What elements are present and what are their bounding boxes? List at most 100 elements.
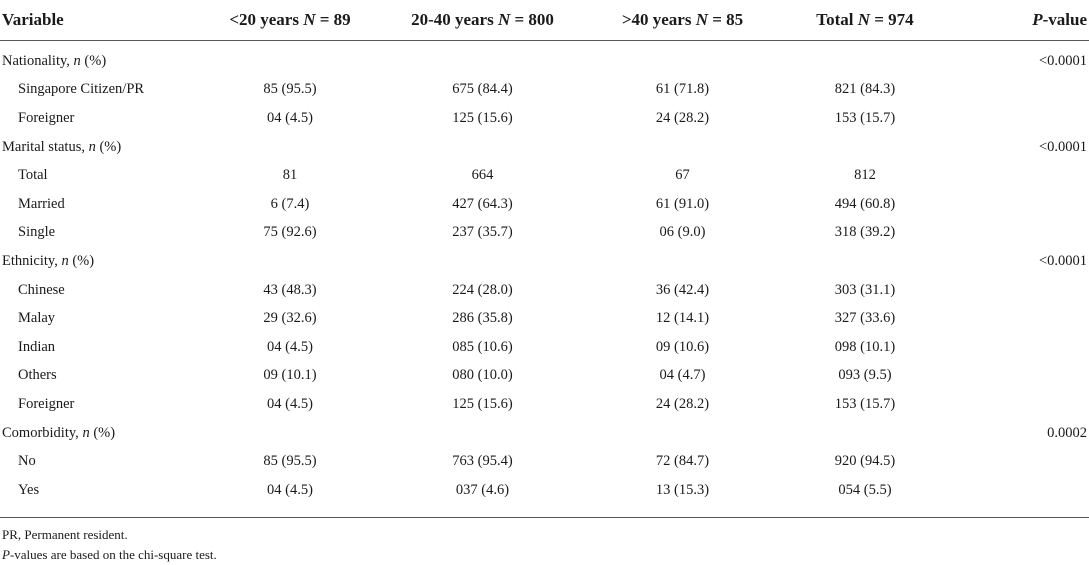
cell-total: 054 (5.5) — [838, 481, 892, 498]
section-label-text: Nationality, — [2, 52, 74, 69]
data-table-container: Variable <20 years N = 89 20-40 years N … — [0, 0, 1089, 498]
cell-over-40: 13 (15.3) — [655, 481, 710, 498]
cell-under-20: 75 (92.6) — [263, 224, 317, 241]
table-footnotes: PR, Permanent resident. P-values are bas… — [2, 525, 217, 565]
header-total-n: N — [857, 10, 870, 29]
empty-cell — [960, 362, 1089, 391]
table-row: Married 6 (7.4) 427 (64.3) 61 (91.0) 494… — [0, 190, 1089, 219]
cell-20-40: 675 (84.4) — [452, 81, 513, 98]
footnote-pvalue: P-values are based on the chi-square tes… — [2, 545, 217, 565]
cell-under-20: 29 (32.6) — [263, 310, 317, 327]
row-label: Single — [18, 224, 56, 241]
empty-cell — [210, 247, 370, 276]
cell-under-20: 04 (4.5) — [267, 481, 313, 498]
empty-cell — [210, 419, 370, 448]
cell-under-20: 43 (48.3) — [263, 281, 317, 298]
section-row-nationality: Nationality, n (%) <0.0001 — [0, 41, 1089, 76]
cell-over-40: 24 (28.2) — [655, 109, 710, 126]
header-pvalue-p: P — [1032, 10, 1043, 29]
cell-20-40: 080 (10.0) — [452, 367, 513, 384]
cell-20-40: 763 (95.4) — [452, 453, 513, 470]
pvalue-cell: <0.0001 — [1038, 252, 1087, 269]
empty-cell — [210, 133, 370, 162]
empty-cell — [595, 419, 770, 448]
cell-total: 303 (31.1) — [834, 281, 896, 298]
table-row: Chinese 43 (48.3) 224 (28.0) 36 (42.4) 3… — [0, 276, 1089, 305]
cell-20-40: 237 (35.7) — [452, 224, 513, 241]
header-total-label: Total — [816, 10, 858, 29]
cell-total: 812 — [854, 167, 876, 184]
demographics-table: Variable <20 years N = 89 20-40 years N … — [0, 0, 1089, 498]
cell-total: 494 (60.8) — [834, 195, 896, 212]
cell-over-40: 12 (14.1) — [655, 310, 710, 327]
header-20-40: 20-40 years N = 800 — [370, 0, 595, 41]
header-under-20: <20 years N = 89 — [210, 0, 370, 41]
empty-cell — [960, 190, 1089, 219]
header-total-count: = 974 — [870, 10, 914, 29]
section-row-ethnicity: Ethnicity, n (%) <0.0001 — [0, 247, 1089, 276]
empty-cell — [960, 161, 1089, 190]
cell-20-40: 125 (15.6) — [452, 395, 513, 412]
cell-under-20: 6 (7.4) — [270, 195, 310, 212]
section-label-pct: (%) — [89, 424, 116, 441]
cell-under-20: 85 (95.5) — [263, 81, 317, 98]
empty-cell — [770, 419, 960, 448]
header-over-40-count: = 85 — [708, 10, 744, 29]
row-label: Singapore Citizen/PR — [18, 81, 145, 98]
header-over-40: >40 years N = 85 — [595, 0, 770, 41]
cell-over-40: 61 (71.8) — [655, 81, 710, 98]
empty-cell — [370, 133, 595, 162]
empty-cell — [595, 133, 770, 162]
table-row: Single 75 (92.6) 237 (35.7) 06 (9.0) 318… — [0, 219, 1089, 248]
cell-20-40: 224 (28.0) — [452, 281, 513, 298]
section-label-text: Comorbidity, — [2, 424, 83, 441]
cell-total: 153 (15.7) — [834, 109, 896, 126]
cell-total: 920 (94.5) — [834, 453, 896, 470]
empty-cell — [960, 104, 1089, 133]
empty-cell — [960, 219, 1089, 248]
header-under-20-count: = 89 — [315, 10, 351, 29]
cell-over-40: 04 (4.7) — [659, 367, 706, 384]
cell-over-40: 72 (84.7) — [655, 453, 710, 470]
empty-cell — [960, 447, 1089, 476]
empty-cell — [770, 133, 960, 162]
pvalue-cell: <0.0001 — [1038, 52, 1087, 69]
section-label-n: n — [61, 252, 69, 269]
row-label: Indian — [18, 338, 56, 355]
section-label-text: Ethnicity, — [2, 252, 62, 269]
row-label: Total — [18, 167, 48, 184]
section-label-n: n — [82, 424, 90, 441]
cell-over-40: 09 (10.6) — [655, 338, 710, 355]
row-label: Comorbidity, n (%) — [0, 419, 210, 448]
empty-cell — [960, 333, 1089, 362]
section-label-pct: (%) — [68, 252, 95, 269]
cell-under-20: 81 — [282, 167, 298, 184]
empty-cell — [960, 76, 1089, 105]
cell-20-40: 664 — [471, 167, 494, 184]
cell-20-40: 125 (15.6) — [452, 109, 513, 126]
empty-cell — [960, 390, 1089, 419]
table-row: No 85 (95.5) 763 (95.4) 72 (84.7) 920 (9… — [0, 447, 1089, 476]
row-label: Nationality, n (%) — [0, 41, 210, 76]
table-row: Malay 29 (32.6) 286 (35.8) 12 (14.1) 327… — [0, 304, 1089, 333]
cell-under-20: 04 (4.5) — [267, 109, 313, 126]
table-row: Total 81 664 67 812 — [0, 161, 1089, 190]
pvalue-cell: 0.0002 — [1047, 424, 1087, 441]
header-over-40-label: >40 years — [621, 10, 696, 29]
cell-over-40: 67 — [675, 167, 690, 184]
row-label: Marital status, n (%) — [0, 133, 210, 162]
row-label: Chinese — [18, 281, 65, 298]
cell-total: 093 (9.5) — [838, 367, 892, 384]
table-row: Foreigner 04 (4.5) 125 (15.6) 24 (28.2) … — [0, 390, 1089, 419]
cell-over-40: 36 (42.4) — [655, 281, 710, 298]
cell-20-40: 037 (4.6) — [455, 481, 510, 498]
cell-total: 327 (33.6) — [834, 310, 896, 327]
footnote-pvalue-text: -values are based on the chi-square test… — [9, 547, 217, 562]
table-bottom-rule — [0, 517, 1089, 518]
empty-cell — [770, 247, 960, 276]
section-label-n: n — [88, 138, 96, 155]
row-label: Married — [18, 195, 65, 212]
pvalue-cell: <0.0001 — [1038, 138, 1087, 155]
empty-cell — [960, 276, 1089, 305]
row-label: Ethnicity, n (%) — [0, 247, 210, 276]
